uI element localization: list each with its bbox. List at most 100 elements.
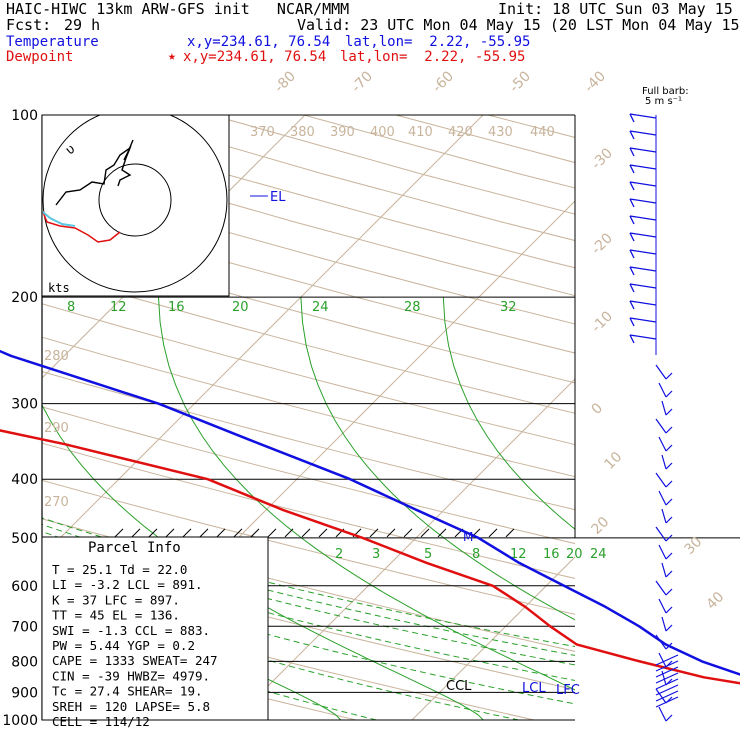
forecast-hour: 29 h xyxy=(64,16,101,34)
dewpoint-xy: x,y=234.61, 76.54 xyxy=(183,49,327,65)
wind-barb-flag xyxy=(629,249,635,259)
wind-barb xyxy=(629,232,657,238)
isotherm-label: -20 xyxy=(589,230,616,257)
wind-barb xyxy=(629,334,657,340)
temperature-profile xyxy=(0,349,740,676)
wind-barb-flag xyxy=(665,714,673,722)
hatch-mark xyxy=(437,528,447,538)
isotherm-label: -10 xyxy=(589,308,616,335)
saturated-adiabat xyxy=(442,297,575,530)
wind-barb xyxy=(629,164,657,170)
parcel-info-row: SWI = -1.3 CCL = 883. xyxy=(52,623,210,638)
parcel-info-row: TT = 45 EL = 136. xyxy=(52,608,180,623)
hatch-mark xyxy=(284,528,294,538)
wind-barb-flag xyxy=(665,588,673,596)
hatch-mark xyxy=(233,528,243,538)
pressure-tick-label: 300 xyxy=(11,397,38,413)
wind-barb xyxy=(655,580,667,596)
wind-barb-flag xyxy=(665,408,673,416)
theta-label: 380 xyxy=(290,125,315,140)
hatch-mark xyxy=(165,528,175,538)
wind-barb xyxy=(658,490,667,506)
hodograph-trace-upper xyxy=(55,146,132,206)
wind-barb xyxy=(629,198,657,204)
wind-barb xyxy=(655,672,679,684)
hodograph-panel xyxy=(41,114,230,297)
wind-barb-flag xyxy=(665,516,673,524)
wind-barb xyxy=(655,688,667,704)
parcel-info-row: SREH = 120 LAPSE= 5.8 xyxy=(52,699,210,714)
hodograph-trace-low xyxy=(42,211,121,243)
wind-barb xyxy=(661,562,667,578)
wind-barb-flag xyxy=(629,266,635,276)
parcel-info-row: CELL = 114/12 xyxy=(52,714,150,729)
parcel-info-row: LI = -3.2 LCL = 891. xyxy=(52,577,203,592)
m-marker: M xyxy=(463,530,473,544)
wind-barb-flag xyxy=(629,215,635,225)
isotherm-label: -60 xyxy=(430,68,457,95)
wind-barb-flag xyxy=(665,642,673,650)
lfc-marker: LFC xyxy=(556,683,580,698)
temperature-xy: x,y=234.61, 76.54 xyxy=(187,34,331,50)
wind-barb xyxy=(661,616,667,632)
wind-barb-flag xyxy=(665,624,673,632)
hatch-mark xyxy=(250,528,260,538)
parcel-info-panel xyxy=(41,536,269,721)
wind-barb-flag xyxy=(629,130,635,140)
lcl-marker: LCL xyxy=(522,681,546,696)
theta-label: 440 xyxy=(530,125,555,140)
theta-label: 420 xyxy=(448,125,473,140)
temperature-legend-label: Temperature xyxy=(6,34,99,50)
hodograph-ring xyxy=(42,115,228,293)
forecast-label: Fcst: xyxy=(6,16,52,34)
isotherm-label: 0 xyxy=(589,400,607,418)
hatch-mark xyxy=(369,528,379,538)
parcel-info-row: PW = 5.44 YGP = 0.2 xyxy=(52,638,195,653)
theta-label: 370 xyxy=(250,125,275,140)
dewpoint-profile xyxy=(0,429,740,685)
mixing-ratio-label: 8 xyxy=(472,547,480,562)
wind-barb xyxy=(629,181,657,187)
pressure-tick-label: 100 xyxy=(11,108,38,124)
dewpoint-legend-label: Dewpoint xyxy=(6,49,74,65)
pressure-tick-label: 600 xyxy=(11,579,38,595)
wind-barb xyxy=(629,266,657,272)
saturated-adiabat xyxy=(586,297,740,720)
hatch-mark xyxy=(488,528,498,538)
wind-barb-flag xyxy=(665,606,673,614)
valid-time: Valid: 23 UTC Mon 04 May 15 (20 LST Mon … xyxy=(297,16,740,34)
hatch-mark xyxy=(267,528,277,538)
dewpoint-latlon: lat,lon= 2.22, -55.95 xyxy=(340,49,526,65)
pressure-tick-label: 800 xyxy=(11,654,38,670)
wind-barb-flag xyxy=(629,283,635,293)
isotherm-label: -30 xyxy=(589,145,616,172)
wind-barb-flag xyxy=(665,372,673,380)
mixing-ratio-label: 2 xyxy=(335,547,343,562)
wind-barb xyxy=(655,526,667,542)
wind-barb xyxy=(655,690,679,702)
wind-barb xyxy=(629,317,657,323)
wind-barb-flag xyxy=(629,164,635,174)
mixing-ratio-label: 8 xyxy=(67,300,75,315)
isotherm-label: -80 xyxy=(272,68,299,95)
mixing-ratio-label: 12 xyxy=(510,547,527,562)
wind-barb-flag xyxy=(629,300,635,310)
dry-adiabat xyxy=(303,115,575,189)
wind-barb xyxy=(629,147,657,153)
wind-barb-flag xyxy=(629,317,635,327)
wind-barb-flag xyxy=(665,444,673,452)
hatch-mark xyxy=(386,528,396,538)
wind-barb xyxy=(655,418,667,434)
wind-barb-flag xyxy=(629,232,635,242)
isotherm-label: 20 xyxy=(589,514,613,538)
wind-barb-flag xyxy=(665,426,673,434)
isotherm-line xyxy=(233,378,575,720)
hatch-mark xyxy=(131,528,141,538)
wind-barb xyxy=(661,400,667,416)
isotherm-label: -40 xyxy=(582,68,609,95)
isotherm-label: 10 xyxy=(602,449,626,473)
dry-adiabat xyxy=(42,270,575,414)
hodograph-ring xyxy=(98,163,172,237)
pressure-tick-label: 900 xyxy=(11,685,38,701)
